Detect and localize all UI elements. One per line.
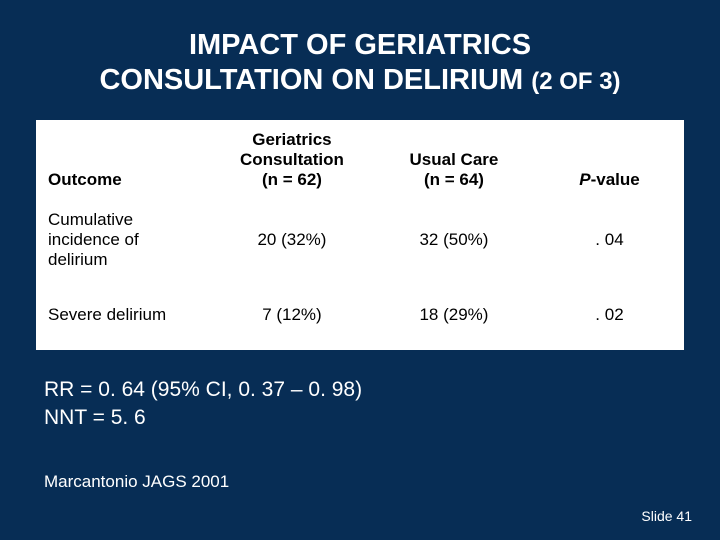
- title-line1: IMPACT OF GERIATRICS: [189, 29, 531, 61]
- slide-number: Slide 41: [641, 508, 692, 524]
- cell-outcome: Cumulative incidence of delirium: [36, 200, 211, 280]
- col-header-arm1: Geriatrics Consultation (n = 62): [211, 120, 373, 200]
- col-header-arm2: Usual Care (n = 64): [373, 120, 535, 200]
- arm1-l3: (n = 62): [262, 170, 322, 189]
- cell-outcome: Severe delirium: [36, 280, 211, 350]
- table-header-row: Outcome Geriatrics Consultation (n = 62)…: [36, 120, 684, 200]
- nnt-line: NNT = 5. 6: [44, 404, 676, 432]
- table-row: Cumulative incidence of delirium 20 (32%…: [36, 200, 684, 280]
- arm1-l1: Geriatrics: [252, 130, 331, 149]
- outcome-l2: incidence of: [48, 230, 139, 249]
- cell-arm2: 18 (29%): [373, 280, 535, 350]
- title-line2-sub: (2 OF 3): [531, 68, 620, 95]
- slide-title: IMPACT OF GERIATRICS CONSULTATION ON DEL…: [36, 20, 684, 120]
- col-header-outcome: Outcome: [36, 120, 211, 200]
- cell-arm1: 20 (32%): [211, 200, 373, 280]
- arm2-l1: Usual Care: [410, 150, 499, 169]
- slide: IMPACT OF GERIATRICS CONSULTATION ON DEL…: [0, 0, 720, 540]
- table-row: Severe delirium 7 (12%) 18 (29%) . 02: [36, 280, 684, 350]
- cell-arm2: 32 (50%): [373, 200, 535, 280]
- pvalue-suffix: -value: [591, 170, 640, 189]
- effect-size-block: RR = 0. 64 (95% CI, 0. 37 – 0. 98) NNT =…: [36, 350, 684, 433]
- pvalue-prefix: P: [579, 170, 590, 189]
- cell-p: . 04: [535, 200, 684, 280]
- col-header-pvalue: P-value: [535, 120, 684, 200]
- outcome-l3: delirium: [48, 250, 108, 269]
- outcome-l1: Cumulative: [48, 210, 133, 229]
- cell-p: . 02: [535, 280, 684, 350]
- cell-arm1: 7 (12%): [211, 280, 373, 350]
- results-table: Outcome Geriatrics Consultation (n = 62)…: [36, 120, 684, 350]
- rr-line: RR = 0. 64 (95% CI, 0. 37 – 0. 98): [44, 376, 676, 404]
- citation: Marcantonio JAGS 2001: [36, 432, 684, 492]
- title-line2-main: CONSULTATION ON DELIRIUM: [99, 64, 531, 96]
- arm2-l2: (n = 64): [424, 170, 484, 189]
- arm1-l2: Consultation: [240, 150, 344, 169]
